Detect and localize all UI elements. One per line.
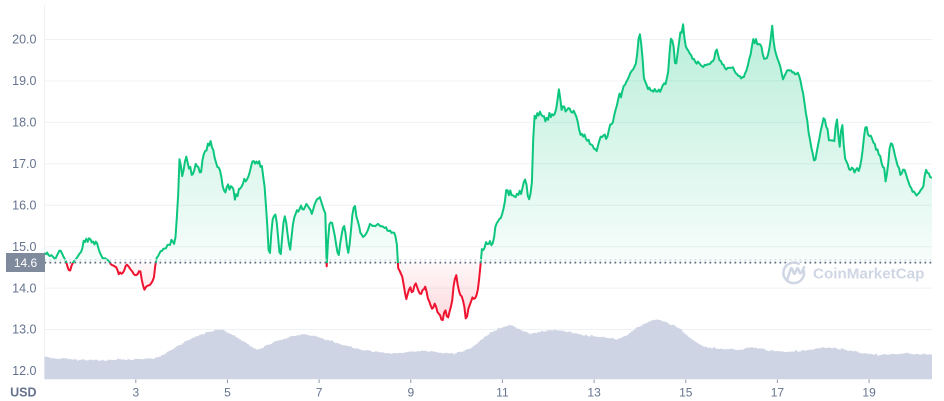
svg-text:12.0: 12.0 [12, 364, 36, 378]
svg-text:15.0: 15.0 [12, 240, 36, 254]
svg-text:14.6: 14.6 [14, 256, 38, 270]
svg-text:CoinMarketCap: CoinMarketCap [813, 266, 924, 283]
svg-text:20.0: 20.0 [12, 33, 36, 47]
svg-text:9: 9 [407, 386, 414, 400]
svg-text:13: 13 [587, 386, 601, 400]
svg-text:17.0: 17.0 [12, 157, 36, 171]
svg-text:16.0: 16.0 [12, 198, 36, 212]
svg-text:5: 5 [224, 386, 231, 400]
svg-text:19: 19 [862, 386, 876, 400]
svg-text:17: 17 [771, 386, 785, 400]
svg-text:11: 11 [496, 386, 509, 400]
svg-text:15: 15 [679, 386, 693, 400]
svg-text:14.0: 14.0 [12, 281, 36, 295]
svg-text:13.0: 13.0 [12, 323, 36, 337]
svg-text:USD: USD [10, 386, 36, 400]
svg-text:18.0: 18.0 [12, 116, 36, 130]
svg-text:7: 7 [316, 386, 323, 400]
svg-text:3: 3 [132, 386, 139, 400]
svg-text:19.0: 19.0 [12, 74, 36, 88]
